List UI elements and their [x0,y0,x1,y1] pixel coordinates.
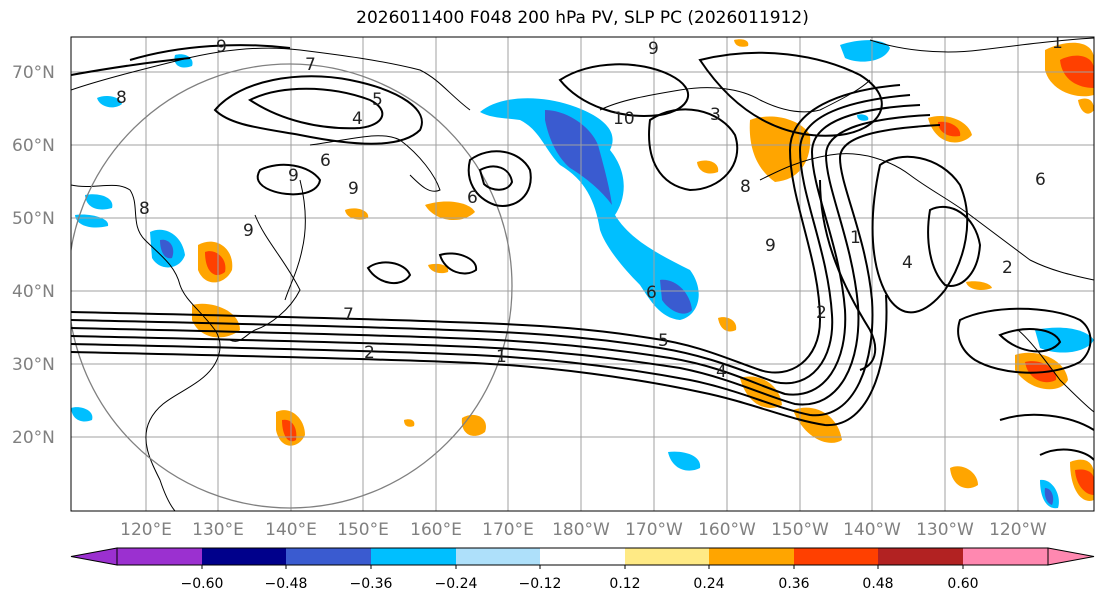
colorbar-segment [625,548,709,565]
lon-label: 140°E [265,520,317,540]
contour-label: 7 [343,305,354,325]
contour-label: 9 [648,39,659,59]
lon-label: 120°E [120,520,172,540]
lon-label: 160°W [698,520,756,540]
colorbar-label: −0.48 [265,576,308,592]
colorbar-segment [286,548,371,565]
lon-label: 180°W [552,520,610,540]
colorbar: −0.60 −0.48 −0.36 −0.24 −0.12 0.12 0.24 … [70,547,1095,592]
lon-label: 170°W [625,520,683,540]
graticule [71,37,1094,511]
contour-label: 9 [348,179,359,199]
lat-label: 70°N [12,63,55,83]
lon-label: 170°E [482,520,534,540]
colorbar-label: 0.36 [778,576,809,592]
colorbar-segment [794,548,878,565]
map-area: 9 7 8 5 4 6 9 9 8 9 6 7 2 1 6 10 9 3 8 9… [71,33,1094,511]
colorbar-segment [456,548,540,565]
colorbar-labels: −0.60 −0.48 −0.36 −0.24 −0.12 0.12 0.24 … [181,576,979,592]
contour-label: 6 [320,151,331,171]
contour-label: 5 [658,331,669,351]
lat-label: 30°N [12,355,55,375]
colorbar-label: −0.36 [350,576,393,592]
lat-axis: 70°N 60°N 50°N 40°N 30°N 20°N [12,63,55,448]
pv-anomaly-fill [71,39,1094,509]
contour-label: 7 [305,55,316,75]
lon-axis: 120°E 130°E 140°E 150°E 160°E 170°E 180°… [120,520,1047,540]
contour-label: 2 [364,343,375,363]
contour-label: 6 [1035,170,1046,190]
contour-label: 6 [646,283,657,303]
contour-label: 8 [116,88,127,108]
lat-label: 60°N [12,136,55,156]
lon-label: 120°W [989,520,1047,540]
contour-label: 6 [467,188,478,208]
lon-label: 150°W [771,520,829,540]
contour-label: 4 [352,109,363,129]
contour-label: 9 [243,221,254,241]
lon-label: 160°E [410,520,462,540]
colorbar-segment [963,548,1048,565]
map-frame [70,36,1095,512]
contour-label: 8 [740,177,751,197]
colorbar-border [116,547,1049,566]
coastlines [71,37,1094,511]
contour-label: 1 [1052,33,1063,53]
colorbar-segment [540,548,625,565]
colorbar-extend-min [70,547,118,566]
colorbar-ticks [201,565,964,569]
contour-label: 9 [216,37,227,57]
contour-label: 9 [765,236,776,256]
lat-label: 20°N [12,428,55,448]
colorbar-segment [878,548,963,565]
contour-label: 4 [902,253,913,273]
contour-label: 9 [288,166,299,186]
colorbar-label: −0.24 [435,576,478,592]
colorbar-segment [117,548,202,565]
lat-label: 40°N [12,282,55,302]
colorbar-label: 0.24 [693,576,724,592]
colorbar-label: −0.60 [181,576,224,592]
colorbar-label: 0.12 [609,576,640,592]
lat-label: 50°N [12,209,55,229]
contour-label: 2 [1002,258,1013,278]
colorbar-label: 0.60 [947,576,978,592]
contour-label: 3 [710,105,721,125]
lon-label: 130°E [192,520,244,540]
lon-label: 150°E [337,520,389,540]
colorbar-segment [202,548,286,565]
contour-label: 5 [372,90,383,110]
contour-label: 8 [139,199,150,219]
contour-label: 1 [496,347,507,367]
colorbar-extend-max [1047,547,1095,566]
colorbar-label: −0.12 [519,576,562,592]
contour-label-group: 9 7 8 5 4 6 9 9 8 9 6 7 2 1 6 10 9 3 8 9… [116,33,1063,382]
range-circle [71,63,513,509]
contour-label: 1 [850,228,861,248]
contour-label: 10 [613,109,635,129]
contour-label: 4 [716,362,727,382]
colorbar-segment [371,548,456,565]
slp-contours [71,44,1094,461]
lon-label: 140°W [843,520,901,540]
colorbar-segment [709,548,794,565]
lon-label: 130°W [916,520,974,540]
colorbar-label: 0.48 [862,576,893,592]
contour-label: 2 [816,303,827,323]
map-title: 2026011400 F048 200 hPa PV, SLP PC (2026… [356,8,809,28]
colorbar-segments [70,547,1095,566]
